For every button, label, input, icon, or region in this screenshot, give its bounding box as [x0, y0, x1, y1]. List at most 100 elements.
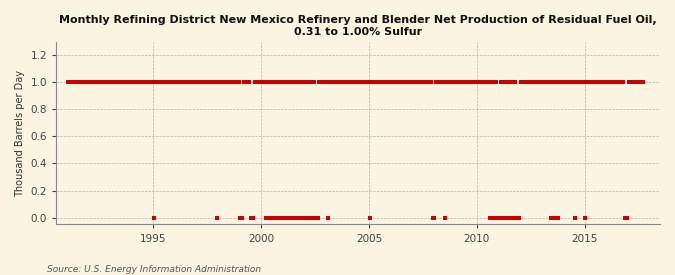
Point: [95, 80, 105, 84]
Point: [562, 80, 573, 84]
Point: [424, 80, 435, 84]
Point: [313, 216, 323, 220]
Point: [213, 80, 224, 84]
Point: [551, 80, 562, 84]
Point: [400, 80, 411, 84]
Point: [174, 80, 185, 84]
Point: [138, 80, 148, 84]
Point: [151, 80, 161, 84]
Point: [300, 216, 310, 220]
Point: [308, 80, 319, 84]
Point: [251, 80, 262, 84]
Point: [210, 80, 221, 84]
Point: [242, 80, 253, 84]
Point: [111, 80, 122, 84]
Point: [628, 80, 639, 84]
Point: [409, 80, 420, 84]
Point: [340, 80, 350, 84]
Point: [318, 80, 329, 84]
Point: [82, 80, 93, 84]
Point: [449, 80, 460, 84]
Point: [107, 80, 118, 84]
Point: [233, 80, 244, 84]
Point: [91, 80, 102, 84]
Point: [348, 80, 359, 84]
Point: [90, 80, 101, 84]
Point: [625, 80, 636, 84]
Point: [452, 80, 463, 84]
Point: [223, 80, 234, 84]
Point: [425, 80, 436, 84]
Point: [578, 80, 589, 84]
Point: [456, 80, 467, 84]
Point: [476, 80, 487, 84]
Point: [413, 80, 424, 84]
Point: [487, 80, 497, 84]
Point: [202, 80, 213, 84]
Point: [443, 80, 454, 84]
Point: [194, 80, 205, 84]
Point: [88, 80, 99, 84]
Point: [555, 80, 566, 84]
Point: [497, 216, 508, 220]
Point: [105, 80, 116, 84]
Point: [120, 80, 131, 84]
Point: [515, 80, 526, 84]
Point: [636, 80, 647, 84]
Point: [630, 80, 641, 84]
Point: [199, 80, 210, 84]
Point: [66, 80, 77, 84]
Point: [217, 80, 228, 84]
Point: [307, 216, 318, 220]
Point: [582, 80, 593, 84]
Point: [375, 80, 386, 84]
Point: [514, 216, 524, 220]
Text: Source: U.S. Energy Information Administration: Source: U.S. Energy Information Administ…: [47, 265, 261, 274]
Y-axis label: Thousand Barrels per Day: Thousand Barrels per Day: [15, 70, 25, 197]
Point: [611, 80, 622, 84]
Point: [356, 80, 367, 84]
Point: [632, 80, 643, 84]
Point: [292, 216, 303, 220]
Point: [573, 80, 584, 84]
Point: [373, 80, 384, 84]
Point: [601, 80, 612, 84]
Point: [296, 216, 307, 220]
Point: [136, 80, 147, 84]
Point: [544, 80, 555, 84]
Point: [481, 80, 492, 84]
Point: [192, 80, 202, 84]
Point: [180, 80, 190, 84]
Point: [605, 80, 616, 84]
Point: [350, 80, 361, 84]
Point: [547, 80, 558, 84]
Point: [271, 216, 281, 220]
Point: [623, 80, 634, 84]
Point: [393, 80, 404, 84]
Point: [314, 80, 325, 84]
Point: [178, 80, 188, 84]
Point: [539, 80, 549, 84]
Point: [321, 80, 332, 84]
Point: [132, 80, 143, 84]
Point: [404, 80, 414, 84]
Point: [366, 80, 377, 84]
Point: [260, 216, 271, 220]
Point: [440, 216, 451, 220]
Point: [208, 80, 219, 84]
Title: Monthly Refining District New Mexico Refinery and Blender Net Production of Resi: Monthly Refining District New Mexico Ref…: [59, 15, 657, 37]
Point: [170, 80, 181, 84]
Point: [470, 80, 481, 84]
Point: [465, 80, 476, 84]
Point: [436, 80, 447, 84]
Point: [269, 80, 280, 84]
Point: [235, 216, 246, 220]
Point: [637, 80, 648, 84]
Point: [535, 80, 546, 84]
Point: [254, 80, 265, 84]
Point: [524, 80, 535, 84]
Point: [564, 80, 574, 84]
Point: [86, 80, 97, 84]
Point: [102, 80, 113, 84]
Point: [343, 80, 354, 84]
